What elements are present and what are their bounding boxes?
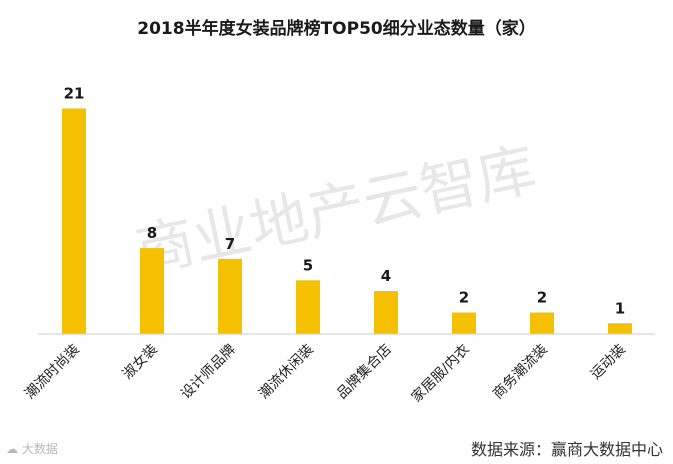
data-label-4: 4: [381, 267, 391, 285]
x-tick-label-1: 淑女装: [119, 341, 161, 383]
chart-title: 2018半年度女装品牌榜TOP50细分业态数量（家）: [137, 19, 536, 39]
data-label-3: 5: [303, 256, 313, 274]
x-tick-label-7: 运动装: [588, 342, 629, 383]
x-tick-label-5: 家居服/内衣: [408, 341, 473, 406]
bar-7: [608, 323, 632, 334]
bar-5: [452, 312, 476, 334]
data-label-6: 2: [537, 289, 547, 307]
bar-2: [218, 258, 242, 334]
x-tick-label-6: 商务潮流装: [490, 342, 551, 403]
bar-6: [530, 312, 554, 334]
watermark-text: 商业地产云智库: [130, 135, 541, 286]
bar-0: [62, 108, 86, 334]
data-label-2: 7: [225, 235, 235, 253]
x-tick-label-0: 潮流时尚装: [22, 342, 83, 403]
bar-1: [140, 248, 164, 334]
data-label-1: 8: [147, 224, 157, 242]
footer-logo-text: 大数据: [21, 442, 58, 456]
x-tick-label-2: 设计师品牌: [177, 341, 239, 403]
bar-4: [374, 291, 398, 334]
footer-logo: ☁ 大数据: [6, 440, 58, 457]
data-label-5: 2: [459, 289, 469, 307]
bar-3: [296, 280, 320, 334]
logo-icon: ☁: [6, 442, 22, 456]
data-label-7: 1: [615, 299, 625, 317]
data-source: 数据来源：赢商大数据中心: [470, 440, 663, 459]
data-label-0: 21: [64, 84, 85, 102]
x-tick-label-4: 品牌集合店: [333, 341, 395, 403]
x-tick-label-3: 潮流休闲装: [256, 342, 317, 403]
